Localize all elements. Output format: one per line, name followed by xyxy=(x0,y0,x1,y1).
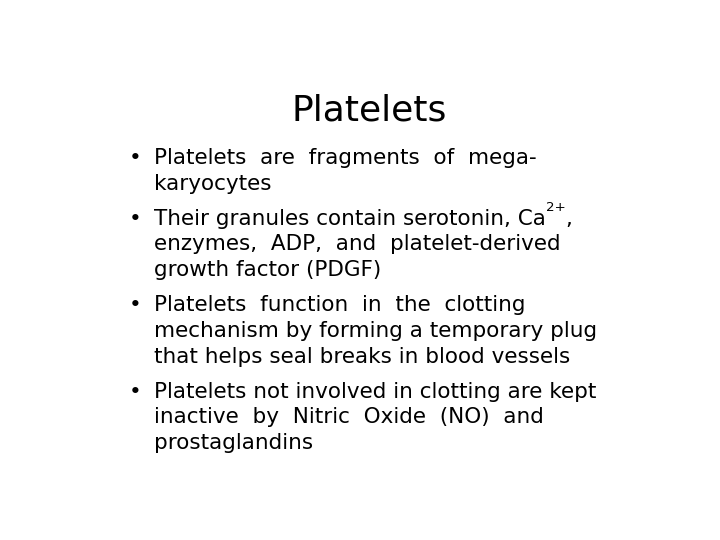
Text: Platelets not involved in clotting are kept: Platelets not involved in clotting are k… xyxy=(154,382,597,402)
Text: Their granules contain serotonin, Ca: Their granules contain serotonin, Ca xyxy=(154,208,546,228)
Text: ,: , xyxy=(566,208,572,228)
Text: prostaglandins: prostaglandins xyxy=(154,433,313,453)
Text: enzymes,  ADP,  and  platelet-derived: enzymes, ADP, and platelet-derived xyxy=(154,234,561,254)
Text: Platelets: Platelets xyxy=(292,94,446,128)
Text: •: • xyxy=(128,382,141,402)
Text: growth factor (PDGF): growth factor (PDGF) xyxy=(154,260,382,280)
Text: 2+: 2+ xyxy=(546,201,566,214)
Text: karyocytes: karyocytes xyxy=(154,174,271,194)
Text: mechanism by forming a temporary plug: mechanism by forming a temporary plug xyxy=(154,321,598,341)
Text: Platelets  are  fragments  of  mega-: Platelets are fragments of mega- xyxy=(154,148,537,168)
Text: Platelets  function  in  the  clotting: Platelets function in the clotting xyxy=(154,295,526,315)
Text: •: • xyxy=(128,148,141,168)
Text: •: • xyxy=(128,295,141,315)
Text: that helps seal breaks in blood vessels: that helps seal breaks in blood vessels xyxy=(154,347,570,367)
Text: inactive  by  Nitric  Oxide  (NO)  and: inactive by Nitric Oxide (NO) and xyxy=(154,407,544,428)
Text: •: • xyxy=(128,208,141,228)
